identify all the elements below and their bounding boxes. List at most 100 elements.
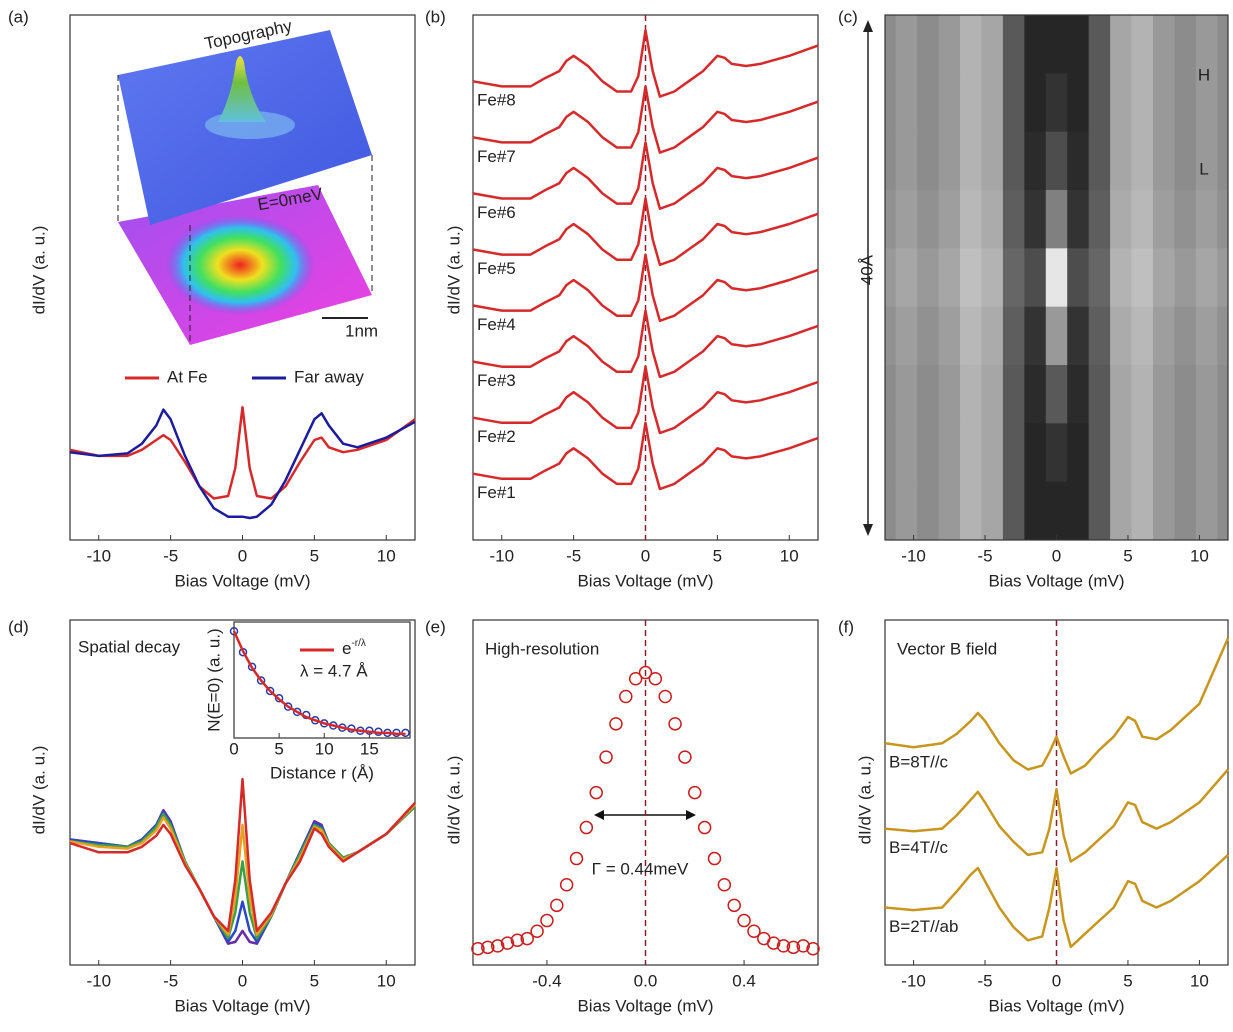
- series-label: Fe#2: [477, 427, 516, 446]
- data-point: [709, 853, 721, 865]
- heatmap-cell: [917, 73, 939, 132]
- heatmap-cell: [1089, 132, 1111, 191]
- heatmap-cell: [1132, 307, 1154, 366]
- heatmap-cell: [1153, 132, 1175, 191]
- series-label: Fe#7: [477, 147, 516, 166]
- heatmap-cell: [1024, 365, 1046, 424]
- heatmap-cell: [1067, 365, 1089, 424]
- series-label: Fe#5: [477, 259, 516, 278]
- heatmap-cell: [1132, 248, 1154, 307]
- heatmap-cell: [1132, 132, 1154, 191]
- annotation: High-resolution: [485, 639, 599, 658]
- heatmap-cell: [960, 73, 982, 132]
- series-label: Fe#3: [477, 371, 516, 390]
- heatmap-cell: [1046, 73, 1068, 132]
- y-axis-label: dI/dV (a. u.): [855, 756, 874, 845]
- heatmap-cell: [896, 482, 918, 541]
- heatmap-cell: [1046, 190, 1068, 249]
- heatmap-cell: [1196, 423, 1218, 482]
- x-tick-label: -5: [163, 546, 178, 565]
- heatmap-cell: [1089, 365, 1111, 424]
- heatmap-cell: [1217, 15, 1233, 74]
- heatmap-cell: [981, 190, 1003, 249]
- x-tick-label: -5: [566, 546, 581, 565]
- heatmap-cell: [896, 423, 918, 482]
- heatmap-cell: [1024, 73, 1046, 132]
- panel-label: (b): [425, 7, 446, 26]
- heatmap-cell: [939, 190, 961, 249]
- series-line: [70, 779, 415, 931]
- heatmap-cell: [1110, 132, 1132, 191]
- heatmap-cell: [981, 15, 1003, 74]
- heatmap-cell: [1003, 132, 1025, 191]
- heatmap-cell: [1067, 73, 1089, 132]
- heatmap-cell: [917, 132, 939, 191]
- heatmap-cell: [1003, 365, 1025, 424]
- heatmap-cell: [1217, 248, 1233, 307]
- heatmap-cell: [1110, 73, 1132, 132]
- x-axis-label: Bias Voltage (mV): [577, 996, 713, 1015]
- data-point: [541, 915, 553, 927]
- x-tick-label: 10: [1190, 971, 1209, 990]
- x-tick-label: -5: [163, 971, 178, 990]
- x-tick-label: -0.4: [532, 971, 561, 990]
- heatmap-cell: [960, 482, 982, 541]
- heatmap-cell: [1067, 482, 1089, 541]
- annotation: Vector B field: [897, 639, 997, 658]
- x-tick-label: 5: [1123, 546, 1132, 565]
- heatmap-cell: [960, 132, 982, 191]
- heatmap-cell: [1003, 248, 1025, 307]
- heatmap-cell: [1153, 307, 1175, 366]
- heatmap-cell: [960, 190, 982, 249]
- x-axis-label: Bias Voltage (mV): [174, 571, 310, 590]
- heatmap-cell: [1110, 423, 1132, 482]
- heatmap: [874, 15, 1233, 541]
- heatmap-cell: [1174, 482, 1196, 541]
- series-label: B=2T//ab: [889, 917, 958, 936]
- panel-a-illustration: [118, 30, 372, 345]
- x-tick-label: 10: [377, 546, 396, 565]
- heatmap-cell: [1089, 482, 1111, 541]
- heatmap-cell: [1003, 15, 1025, 74]
- panel-label: (d): [8, 617, 29, 636]
- x-tick-label: 0: [641, 546, 650, 565]
- annotation: λ = 4.7 Å: [300, 661, 368, 680]
- heatmap-cell: [1153, 423, 1175, 482]
- heatmap-cell: [1196, 190, 1218, 249]
- x-tick-label: 0: [238, 546, 247, 565]
- heatmap-cell: [1110, 190, 1132, 249]
- data-point: [551, 899, 563, 911]
- data-point: [571, 853, 583, 865]
- heatmap-cell: [1067, 423, 1089, 482]
- x-tick-label: 0: [229, 739, 238, 758]
- heatmap-cell: [1110, 365, 1132, 424]
- heatmap-cell: [1067, 307, 1089, 366]
- heatmap-cell: [960, 423, 982, 482]
- x-tick-label: -10: [901, 546, 926, 565]
- heatmap-cell: [1003, 73, 1025, 132]
- heatmap-cell: [960, 365, 982, 424]
- heatmap-cell: [1046, 482, 1068, 541]
- heatmap-cell: [1024, 248, 1046, 307]
- x-tick-label: -10: [901, 971, 926, 990]
- heatmap-cell: [896, 248, 918, 307]
- heatmap-cell: [981, 423, 1003, 482]
- heatmap-cell: [1046, 307, 1068, 366]
- annotation: Γ = 0.44meV: [592, 859, 689, 878]
- x-tick-label: 15: [360, 739, 379, 758]
- x-tick-label: 5: [274, 739, 283, 758]
- heatmap-cell: [1153, 73, 1175, 132]
- heatmap-cell: [1217, 307, 1233, 366]
- data-point: [620, 691, 632, 703]
- x-axis-label: Bias Voltage (mV): [988, 571, 1124, 590]
- heatmap-cell: [1174, 365, 1196, 424]
- legend-label: At Fe: [167, 367, 208, 386]
- data-point: [738, 915, 750, 927]
- data-point: [679, 751, 691, 763]
- colorbar-label: L: [1199, 159, 1208, 178]
- heatmap-cell: [1196, 482, 1218, 541]
- y-axis-label: dI/dV (a. u.): [444, 756, 463, 845]
- heatmap-cell: [1046, 365, 1068, 424]
- heatmap-cell: [917, 482, 939, 541]
- x-tick-label: 0: [1052, 546, 1061, 565]
